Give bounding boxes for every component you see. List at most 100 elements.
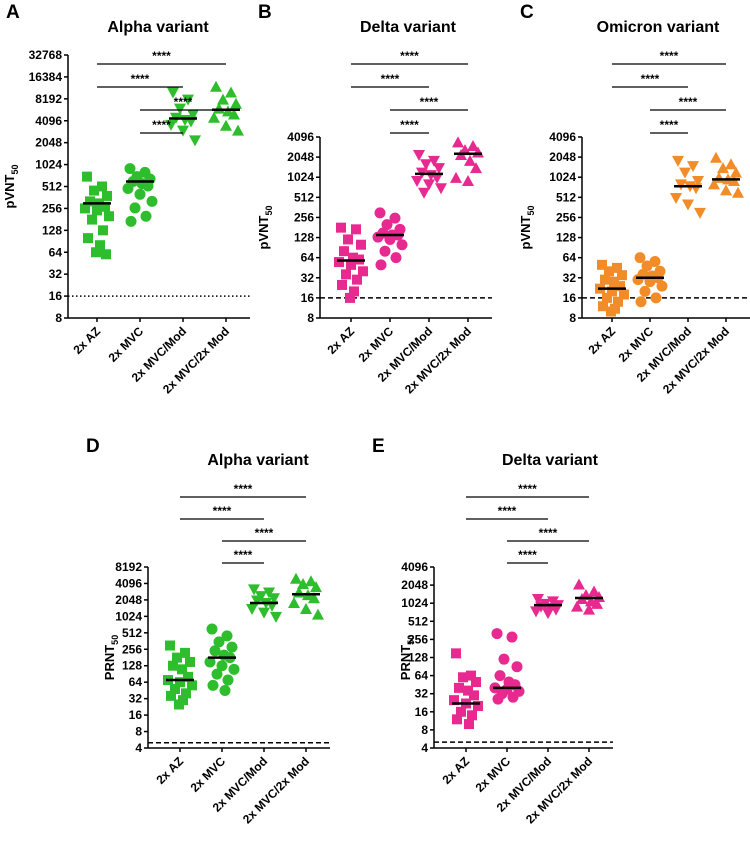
data-point	[372, 231, 384, 243]
x-tick-label: 2x MVC	[188, 754, 229, 795]
data-point	[222, 674, 234, 686]
y-tick-label: 16	[301, 291, 315, 305]
data-point	[228, 108, 240, 120]
data-point	[672, 155, 684, 167]
data-point	[351, 224, 361, 235]
significance-label: ****	[498, 504, 517, 518]
data-point	[463, 685, 473, 696]
data-point	[348, 252, 358, 263]
y-tick-label: 1024	[35, 158, 62, 172]
data-point	[600, 274, 610, 285]
x-tick-label: 2x AZ	[324, 324, 357, 357]
data-point	[343, 234, 353, 245]
data-point	[204, 656, 216, 668]
y-tick-label: 256	[556, 210, 576, 224]
data-point	[602, 292, 612, 303]
panel-label: A	[6, 2, 20, 23]
data-point	[356, 239, 366, 250]
data-point	[134, 188, 146, 200]
data-point	[297, 578, 309, 590]
y-tick-label: 32	[415, 687, 429, 701]
data-point	[189, 135, 201, 147]
y-tick-label: 64	[129, 675, 143, 689]
data-point	[639, 285, 651, 297]
significance-label: ****	[131, 72, 150, 86]
data-point	[290, 572, 302, 584]
data-point	[305, 575, 317, 587]
panel-label: B	[258, 2, 272, 23]
data-point	[288, 596, 300, 608]
data-point	[125, 215, 137, 227]
data-point	[174, 103, 186, 115]
y-tick-label: 128	[408, 651, 428, 665]
x-tick-label: 2x AZ	[439, 754, 472, 787]
y-axis-label-subscript: 50	[10, 165, 20, 175]
y-axis-label-subscript: 50	[526, 206, 536, 216]
data-point	[607, 286, 617, 297]
significance-label: ****	[660, 118, 679, 132]
data-point	[124, 163, 136, 175]
data-point	[694, 207, 706, 219]
y-tick-label: 8192	[35, 92, 62, 106]
data-point	[498, 653, 510, 665]
data-point	[217, 93, 229, 105]
significance-label: ****	[234, 548, 253, 562]
y-tick-label: 2048	[35, 136, 62, 150]
y-tick-label: 1024	[549, 170, 576, 184]
y-tick-label: 32	[49, 267, 63, 281]
data-point	[418, 187, 430, 199]
data-point	[226, 641, 238, 653]
data-point	[174, 699, 184, 710]
significance-label: ****	[539, 526, 558, 540]
data-point	[349, 286, 359, 297]
data-point	[216, 660, 228, 672]
data-point	[492, 693, 504, 705]
significance-label: ****	[400, 49, 419, 63]
y-tick-label: 32	[301, 271, 315, 285]
y-tick-label: 8	[307, 311, 314, 325]
y-tick-label: 128	[556, 231, 576, 245]
y-tick-label: 8	[135, 725, 142, 739]
y-tick-label: 1024	[115, 609, 142, 623]
significance-label: ****	[152, 49, 171, 63]
data-point	[451, 648, 461, 659]
data-point	[491, 628, 503, 640]
x-tick-label: 2x MVC/2x Mod	[402, 324, 474, 396]
data-point	[390, 252, 402, 264]
data-point	[542, 608, 554, 620]
data-point	[606, 306, 616, 317]
data-point	[122, 183, 134, 195]
data-point	[641, 260, 653, 272]
y-tick-label: 512	[408, 614, 428, 628]
data-point	[591, 597, 603, 609]
y-tick-label: 4	[135, 741, 142, 755]
data-point	[181, 688, 191, 699]
data-point	[104, 211, 114, 222]
y-axis-label-text: pVNT	[2, 174, 17, 208]
data-point	[352, 274, 362, 285]
data-point	[617, 270, 627, 281]
data-point	[469, 690, 479, 701]
significance-label: ****	[400, 118, 419, 132]
data-point	[95, 240, 105, 251]
y-tick-label: 256	[408, 632, 428, 646]
panel-label: C	[520, 2, 534, 23]
data-point	[345, 292, 355, 303]
data-point	[530, 606, 542, 618]
data-point	[185, 656, 195, 667]
y-tick-label: 32	[129, 692, 143, 706]
y-tick-label: 16	[129, 708, 143, 722]
data-point	[172, 652, 182, 663]
y-tick-label: 512	[42, 180, 62, 194]
data-point	[420, 159, 432, 171]
data-point	[346, 259, 356, 270]
data-point	[423, 179, 435, 191]
data-point	[300, 602, 312, 614]
data-point	[165, 640, 175, 651]
chart-title: Delta variant	[502, 452, 599, 469]
data-point	[435, 183, 447, 195]
data-point	[248, 584, 260, 596]
data-point	[612, 262, 622, 273]
y-tick-label: 2048	[115, 593, 142, 607]
